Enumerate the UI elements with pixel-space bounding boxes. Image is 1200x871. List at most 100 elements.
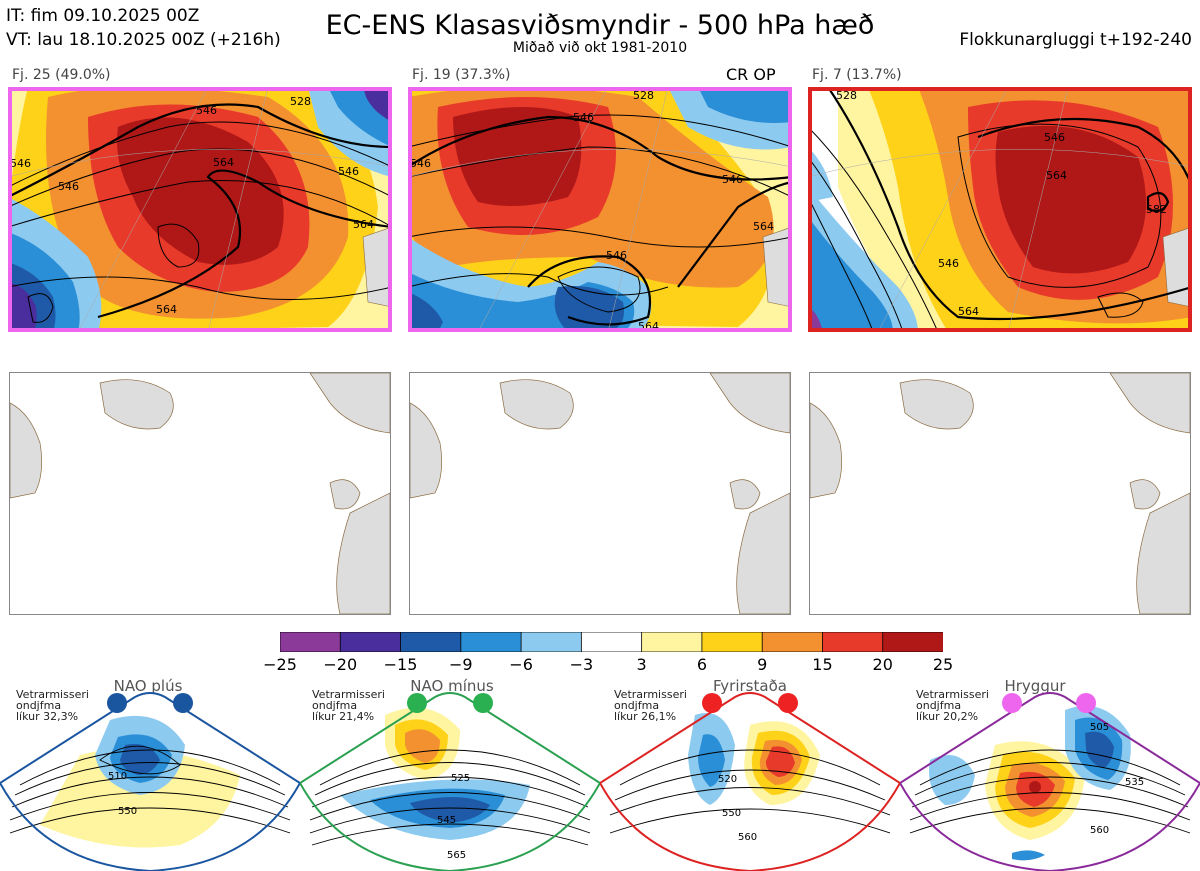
cluster-1-contour-label: 546	[58, 180, 79, 193]
regime-contour-label: 520	[718, 774, 737, 785]
regime-nao-plus: NAO plús Vetrarmisseri ondjfma líkur 32,…	[0, 675, 300, 871]
colorbar-swatch	[460, 631, 522, 653]
cluster-1-contour-label: 546	[338, 165, 359, 178]
cluster-3-contour-label: 528	[836, 89, 857, 102]
regime-note-line: líkur 21,4%	[312, 710, 375, 723]
regime-blocking: Fyrirstaða Vetrarmisseri ondjfma líkur 2…	[600, 675, 900, 871]
regime-marker-dot	[473, 693, 493, 713]
colorbar-tick-label: 20	[872, 655, 893, 674]
colorbar-swatch	[520, 631, 583, 653]
cluster-1-contour-label: 564	[213, 156, 234, 169]
regime-contour-label: 535	[1125, 777, 1144, 788]
colorbar-swatch	[761, 631, 824, 653]
colorbar-tick-label: −20	[323, 655, 358, 674]
cluster-3-contour-label: 582	[1146, 203, 1167, 216]
colorbar-tick-label: −6	[509, 655, 533, 674]
cluster-3-map: 546 564 546 564 582 528	[808, 87, 1192, 332]
page-subtitle: Miðað við okt 1981-2010	[512, 40, 688, 56]
colorbar-tick-label: 3	[636, 655, 647, 674]
init-time: IT: fim 09.10.2025 00Z	[6, 6, 200, 26]
cluster-2-map: 546 546 546 564 546 528 564	[408, 87, 792, 332]
colorbar-tick-label: −15	[383, 655, 418, 674]
classification-window: Flokkunargluggi t+192-240	[959, 30, 1192, 50]
regime-contour-label: 565	[447, 850, 466, 861]
cluster-2-contour-label: 564	[753, 220, 774, 233]
regime-nao-minus: NAO mínus Vetrarmisseri ondjfma líkur 21…	[300, 675, 600, 871]
cluster-1-map: 546 564 546 564 546 564 546 528	[8, 87, 392, 332]
cluster-1-frame	[8, 87, 392, 332]
colorbar-swatch	[822, 631, 884, 653]
cluster-3-contour-label: 546	[1044, 131, 1065, 144]
cluster-3-frame	[808, 87, 1192, 332]
cluster-2-frame	[408, 87, 792, 332]
empty-map-2	[409, 372, 791, 615]
regime-marker-dot	[107, 693, 127, 713]
colorbar-swatch	[339, 631, 402, 653]
cluster-1-contour-label: 564	[156, 303, 177, 316]
regime-contour-label: 560	[738, 832, 757, 843]
regime-note-line: Vetrarmisseri	[916, 688, 989, 701]
regime-contour-label: 545	[437, 815, 456, 826]
regime-ridge: Hryggur Vetrarmisseri ondjfma líkur 20,2…	[900, 675, 1200, 871]
regime-note-line: ondjfma	[16, 699, 62, 712]
regime-title: NAO mínus	[410, 677, 494, 695]
cluster-3-contour-label: 564	[1046, 169, 1067, 182]
regime-note-line: ondjfma	[916, 699, 962, 712]
regime-contour-label: 550	[722, 808, 741, 819]
colorbar-tick-label: 25	[932, 655, 954, 674]
cluster-2-contour-label: 546	[573, 111, 594, 124]
colorbar-tick-label: 9	[757, 655, 768, 674]
regime-contour-label: 505	[1090, 722, 1109, 733]
colorbar-swatch	[580, 631, 643, 653]
colorbar-tick-label: −25	[263, 655, 297, 674]
cluster-2-label: Fj. 19 (37.3%)	[412, 67, 511, 83]
colorbar-swatches	[279, 631, 944, 653]
cluster-1-contour-label: 546	[10, 157, 31, 170]
cluster-2-contour-label: 528	[633, 89, 654, 102]
regime-title: Fyrirstaða	[713, 677, 787, 695]
colorbar-swatch	[701, 631, 764, 653]
cluster-1-contour-label: 528	[290, 95, 311, 108]
cluster-1-contour-label: 564	[353, 218, 374, 231]
colorbar-ticks: −25 −20 −15 −9 −6 −3 3 6 9 15 20 25	[263, 655, 953, 675]
colorbar-tick-label: −9	[449, 655, 473, 674]
regime-marker-dot	[1076, 693, 1096, 713]
cluster-2-contour-label: 546	[606, 249, 627, 262]
colorbar-swatch	[882, 631, 944, 653]
regime-contour-label: 510	[108, 771, 127, 782]
regime-marker-dot	[1002, 693, 1022, 713]
empty-map-3	[809, 372, 1191, 615]
regime-note-line: líkur 20,2%	[916, 710, 979, 723]
colorbar-tick-label: −3	[569, 655, 594, 674]
regime-note-line: ondjfma	[312, 699, 358, 712]
regime-title: Hryggur	[1004, 677, 1066, 695]
colorbar-swatch	[279, 631, 342, 653]
page-title: EC-ENS Klasasviðsmyndir - 500 hPa hæð	[325, 10, 875, 41]
cluster-1-label: Fj. 25 (49.0%)	[12, 67, 111, 83]
regime-note-line: Vetrarmisseri	[614, 688, 687, 701]
regime-marker-dot	[407, 693, 427, 713]
regime-contour-label: 525	[451, 773, 470, 784]
regime-note-line: Vetrarmisseri	[312, 688, 385, 701]
regime-contour-label: 550	[118, 806, 137, 817]
colorbar	[279, 631, 944, 653]
regime-note-line: Vetrarmisseri	[16, 688, 89, 701]
cluster-3-label: Fj. 7 (13.7%)	[812, 67, 902, 83]
regime-contour-label: 560	[1090, 825, 1109, 836]
regime-note-line: líkur 26,1%	[614, 710, 677, 723]
colorbar-swatch	[400, 631, 462, 653]
cluster-2-op-label: CR OP	[726, 65, 776, 84]
colorbar-tick-label: 15	[812, 655, 833, 674]
regime-marker-dot	[702, 693, 722, 713]
regime-marker-dot	[173, 693, 193, 713]
cluster-3-contour-label: 564	[958, 305, 979, 318]
cluster-2-contour-label: 546	[722, 173, 743, 186]
colorbar-swatch	[641, 631, 703, 653]
empty-map-1	[9, 372, 391, 615]
cluster-1-contour-label: 546	[196, 104, 217, 117]
cluster-3-contour-label: 546	[938, 257, 959, 270]
regime-title: NAO plús	[113, 677, 183, 695]
regime-note-line: líkur 32,3%	[16, 710, 79, 723]
regime-marker-dot	[778, 693, 798, 713]
colorbar-tick-label: 6	[696, 655, 707, 674]
